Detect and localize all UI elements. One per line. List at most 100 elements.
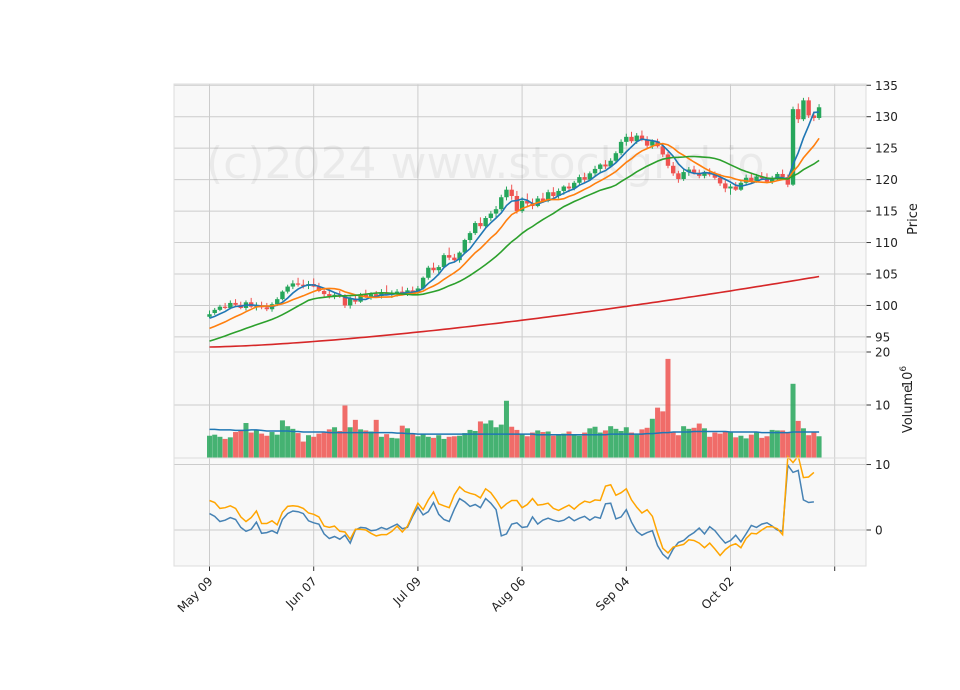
x-tick-label: Jul 09 — [390, 574, 424, 608]
volume-bar — [733, 437, 739, 458]
candle-body — [764, 178, 770, 182]
volume-bar — [399, 425, 405, 458]
indicator-line-a — [209, 463, 814, 560]
price-panel — [174, 84, 866, 352]
volume-bar — [722, 430, 728, 458]
candle-body — [545, 192, 551, 202]
volume-tick-label: 20 — [875, 346, 890, 360]
volume-bar — [649, 418, 655, 458]
candle-body — [796, 109, 801, 120]
candle-body — [374, 294, 379, 297]
volume-bar — [415, 436, 421, 458]
volume-bar — [253, 430, 259, 458]
volume-bar — [681, 426, 687, 458]
volume-bar — [556, 434, 562, 458]
volume-bar — [279, 420, 285, 458]
volume-bar — [259, 433, 265, 458]
volume-bar — [326, 429, 332, 458]
volume-bar — [243, 423, 249, 458]
volume-bar — [806, 435, 812, 458]
candle-body — [342, 296, 348, 306]
candle-body — [285, 286, 290, 292]
candle-body — [222, 306, 228, 308]
volume-bar — [780, 430, 786, 458]
volume-bar — [587, 428, 593, 458]
candle-body — [207, 314, 212, 317]
volume-bar — [358, 429, 364, 458]
candle-body — [691, 169, 697, 173]
candle-body — [358, 294, 363, 302]
volume-bar — [816, 436, 822, 458]
candle-body — [212, 309, 217, 313]
volume-bar — [675, 435, 681, 458]
candle-body — [478, 223, 483, 227]
volume-bar — [571, 434, 577, 458]
volume-bar — [290, 428, 296, 458]
candle-body — [639, 135, 645, 140]
volume-bar — [446, 436, 452, 458]
volume-bar — [618, 430, 624, 458]
candle-body — [321, 290, 327, 295]
candle-body — [686, 169, 692, 173]
volume-axis-exponent: 106 — [899, 366, 916, 389]
volume-bar — [472, 430, 478, 458]
volume-bar — [321, 432, 327, 458]
volume-bar — [707, 436, 713, 458]
volume-bar — [754, 432, 760, 458]
volume-bar — [451, 436, 457, 458]
volume-bar — [613, 428, 619, 458]
volume-bar — [483, 423, 489, 458]
volume-bar — [363, 430, 369, 458]
volume-bar — [332, 427, 338, 458]
candle-body — [780, 173, 785, 178]
price-tick-label: 130 — [875, 110, 898, 124]
x-tick-label: Sep 04 — [593, 574, 632, 613]
indicator-tick-label: 10 — [875, 458, 890, 472]
volume-bar — [373, 419, 379, 458]
candle-body — [644, 139, 650, 146]
volume-bar — [670, 431, 676, 458]
candle-body — [327, 294, 332, 297]
candle-body — [775, 173, 780, 178]
volume-bar — [368, 431, 374, 458]
indicator-panel — [174, 458, 866, 566]
volume-bar — [467, 429, 473, 458]
volume-bar — [743, 438, 749, 458]
candle-body — [749, 177, 754, 181]
volume-bar — [311, 436, 317, 458]
candle-body — [431, 267, 436, 271]
candle-body — [368, 294, 374, 297]
volume-bar — [550, 435, 556, 458]
volume-bar — [769, 429, 775, 458]
volume-bar — [347, 427, 353, 458]
price-tick-label: 125 — [875, 142, 898, 156]
volume-bar — [582, 432, 588, 458]
volume-bar — [207, 435, 212, 458]
candle-body — [514, 195, 520, 212]
candle-body — [420, 277, 426, 289]
candle-body — [410, 290, 415, 293]
volume-bar — [800, 428, 806, 458]
candle-body — [650, 141, 655, 146]
candle-body — [577, 177, 582, 183]
candle-body — [504, 189, 509, 198]
volume-bar — [389, 437, 395, 458]
volume-bar — [488, 420, 494, 458]
x-tick-label: Jun 07 — [282, 574, 319, 611]
volume-bar — [602, 430, 608, 458]
candle-body — [446, 255, 452, 258]
candle-body — [525, 201, 530, 204]
volume-axis-label: Volume — [901, 385, 916, 433]
volume-bar — [759, 437, 765, 458]
volume-bar — [785, 432, 791, 458]
candle-body — [483, 218, 488, 227]
volume-bar — [295, 433, 301, 458]
volume-bar — [561, 433, 567, 458]
volume-bar — [660, 411, 666, 458]
volume-bar — [576, 435, 582, 458]
candle-body — [290, 283, 296, 287]
volume-bar — [378, 436, 384, 458]
volume-bar — [629, 432, 635, 458]
volume-bar — [623, 427, 629, 458]
volume-bar — [431, 437, 437, 458]
